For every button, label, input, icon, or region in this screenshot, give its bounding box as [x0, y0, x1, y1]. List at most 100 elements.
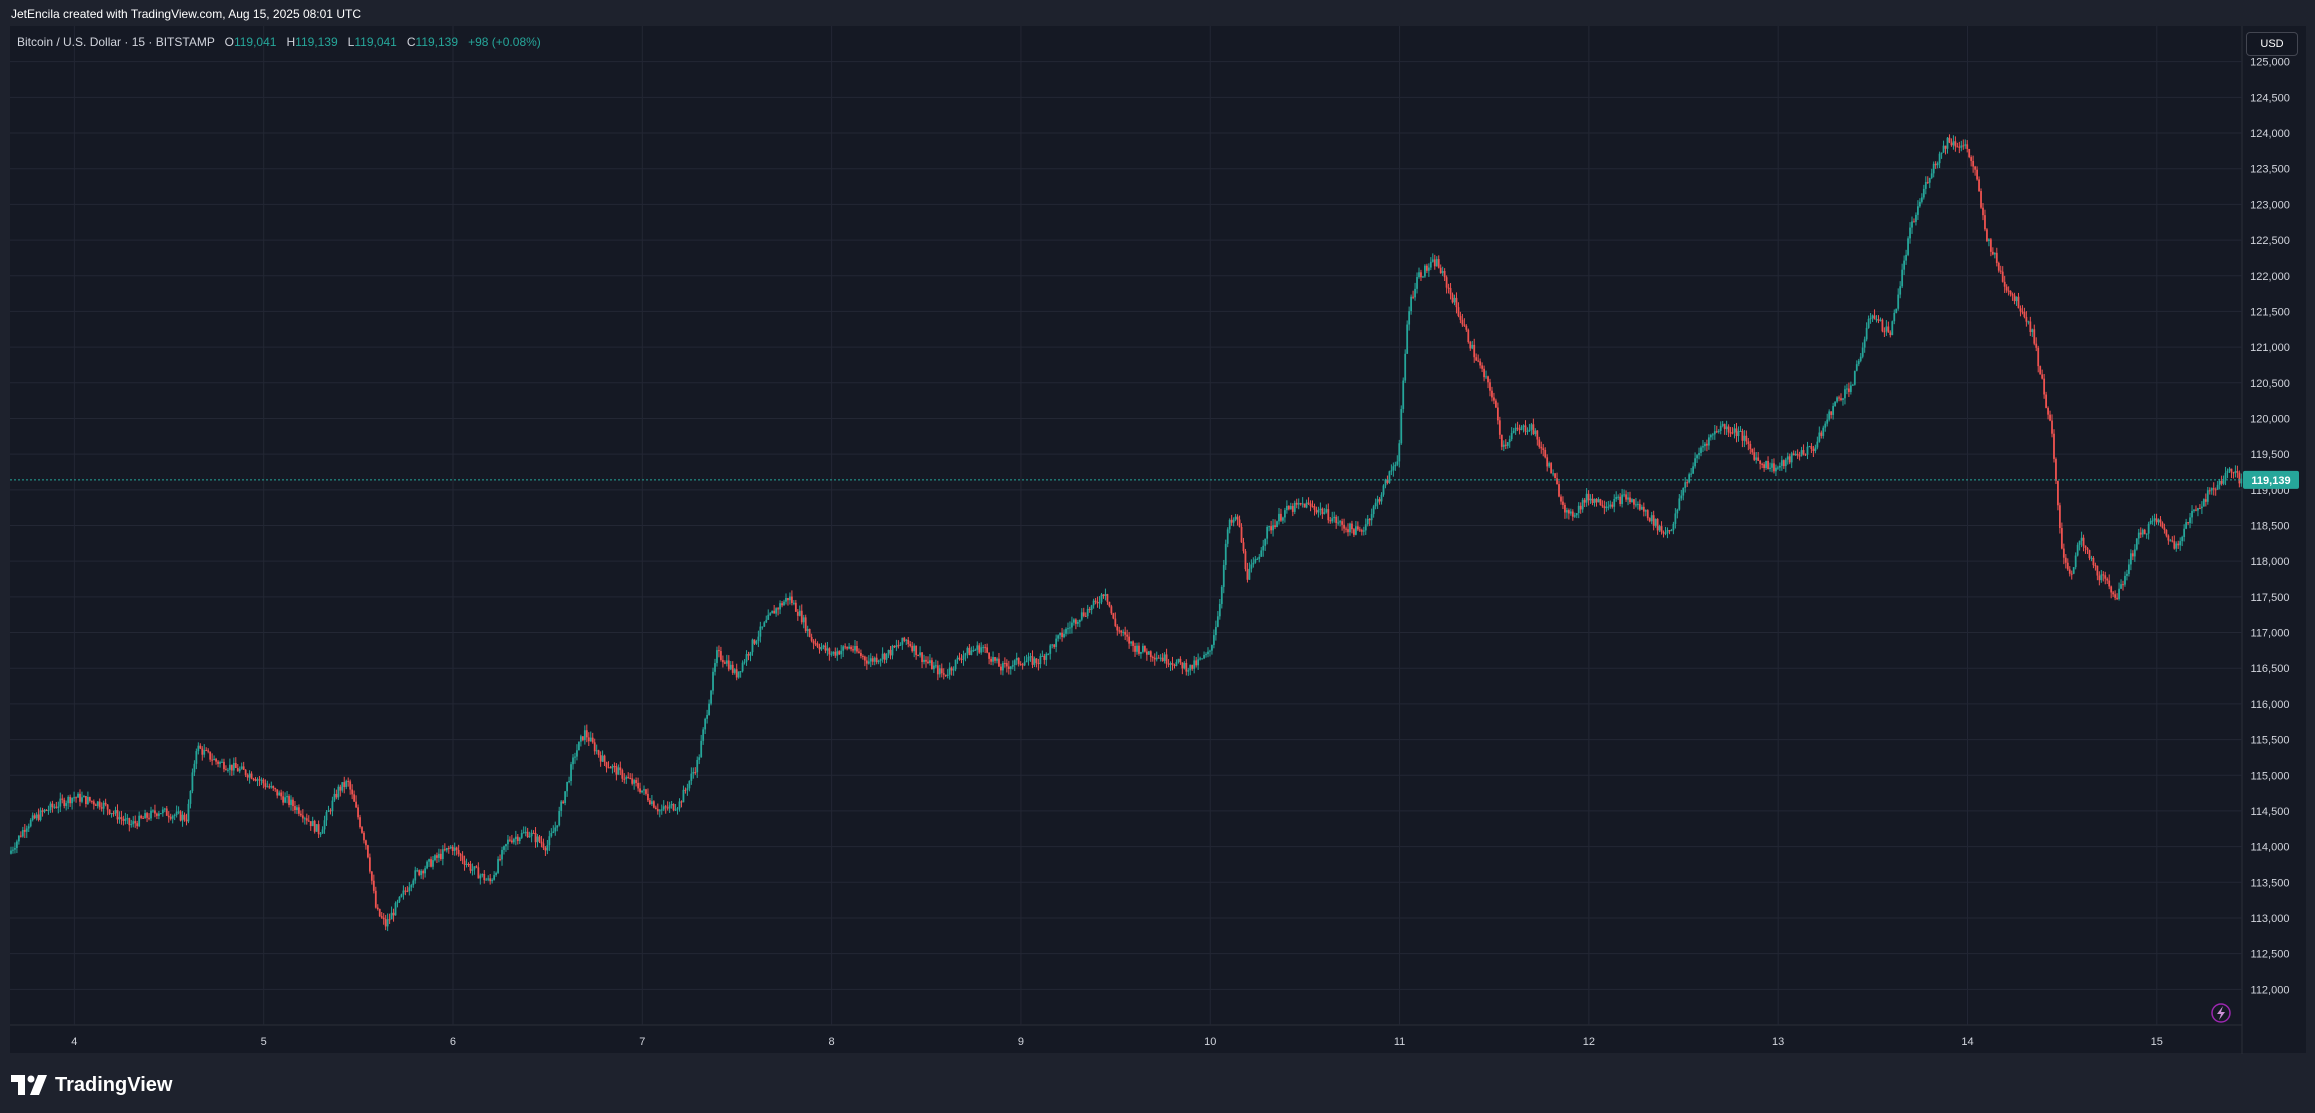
candle-body: [1879, 319, 1882, 321]
candle-body: [1163, 654, 1166, 662]
candle-body: [1021, 664, 1024, 666]
candle-body: [952, 669, 955, 671]
candle-body: [706, 714, 709, 719]
price-tick-label: 124,000: [2250, 128, 2290, 140]
candle-body: [327, 810, 330, 812]
candle-body: [1546, 457, 1549, 467]
candle-body: [1303, 503, 1306, 508]
candle-body: [720, 651, 722, 660]
candle-body: [972, 650, 975, 652]
candle-body: [1723, 424, 1726, 430]
tradingview-logo[interactable]: TradingView: [11, 1072, 172, 1098]
candle-body: [826, 648, 829, 651]
candle-body: [986, 647, 989, 653]
candle-body: [1759, 460, 1762, 464]
candle-body: [1386, 479, 1389, 483]
candle-body: [140, 815, 143, 818]
candle-body: [2122, 584, 2124, 586]
candle-body: [311, 820, 314, 827]
candle-body: [1469, 341, 1472, 349]
candle-body: [1471, 344, 1474, 349]
candle-body: [1055, 638, 1058, 647]
candle-body: [1707, 437, 1710, 446]
candle-body: [1905, 254, 1907, 261]
candle-body: [566, 781, 568, 792]
candle-body: [875, 657, 878, 663]
candle-body: [1356, 526, 1359, 530]
candle-body: [994, 657, 996, 661]
currency-button[interactable]: USD: [2246, 32, 2298, 56]
candle-body: [548, 836, 551, 846]
candle-body: [1276, 521, 1278, 528]
candle-body: [2232, 472, 2235, 474]
candle-body: [1424, 265, 1426, 277]
candle-body: [1757, 457, 1760, 461]
candle-body: [307, 820, 310, 822]
candle-body: [1721, 424, 1724, 426]
candle-body: [1169, 663, 1172, 665]
candle-body: [2015, 296, 2018, 302]
candle-body: [1475, 357, 1478, 361]
candle-body: [1181, 662, 1184, 669]
candle-body: [1400, 408, 1403, 444]
candle-body: [2171, 540, 2174, 542]
candle-body: [1506, 442, 1509, 446]
candle-body: [990, 658, 992, 662]
candle-body: [1140, 651, 1142, 654]
candle-body: [1339, 521, 1342, 523]
candle-body: [1493, 397, 1495, 401]
candle-body: [1944, 145, 1947, 149]
candle-body: [966, 647, 969, 654]
candle-body: [349, 781, 352, 790]
candle-body: [483, 874, 486, 881]
candle-body: [796, 611, 799, 616]
candle-body: [1465, 325, 1468, 330]
candle-body: [1869, 318, 1872, 320]
candle-body: [1161, 657, 1164, 662]
candle-body: [802, 617, 805, 623]
time-tick-label: 15: [2151, 1036, 2163, 1048]
candle-body: [88, 797, 91, 801]
candle-body: [1082, 612, 1085, 616]
candle-body: [1173, 664, 1176, 666]
candle-body: [2043, 378, 2046, 395]
candle-body: [244, 769, 247, 775]
candle-body: [2072, 567, 2075, 574]
candle-body: [716, 650, 718, 664]
candle-body: [510, 840, 513, 843]
candle-body: [942, 673, 945, 675]
candle-body: [836, 651, 839, 656]
candle-body: [445, 847, 448, 851]
candle-body: [1629, 497, 1631, 503]
candle-body: [406, 890, 409, 892]
lightning-icon[interactable]: [2211, 1003, 2231, 1023]
candle-body: [49, 803, 52, 811]
candles: [10, 134, 2243, 932]
candle-body: [623, 778, 626, 780]
candle-body: [570, 764, 572, 781]
candle-body: [1408, 311, 1411, 325]
candle-body: [1922, 188, 1925, 198]
candle-body: [1784, 459, 1787, 467]
candle-body: [2118, 588, 2120, 599]
candle-body: [879, 659, 882, 661]
candle-body: [221, 761, 223, 763]
candle-body: [1059, 632, 1061, 636]
candle-body: [1258, 556, 1261, 559]
candle-body: [666, 807, 669, 809]
candle-body: [562, 801, 565, 804]
candle-body: [1145, 651, 1148, 655]
candle-body: [1658, 526, 1661, 531]
candle-body: [1660, 526, 1663, 532]
candle-body: [100, 807, 103, 809]
candle-body: [475, 866, 478, 868]
candle-body: [1425, 265, 1428, 271]
candle-body: [2143, 529, 2146, 535]
candle-body: [2185, 522, 2188, 529]
candle-body: [1733, 428, 1736, 433]
candle-body: [1088, 608, 1091, 611]
candle-body: [1749, 443, 1752, 449]
candle-body: [1725, 426, 1728, 430]
candle-body: [1142, 645, 1144, 652]
